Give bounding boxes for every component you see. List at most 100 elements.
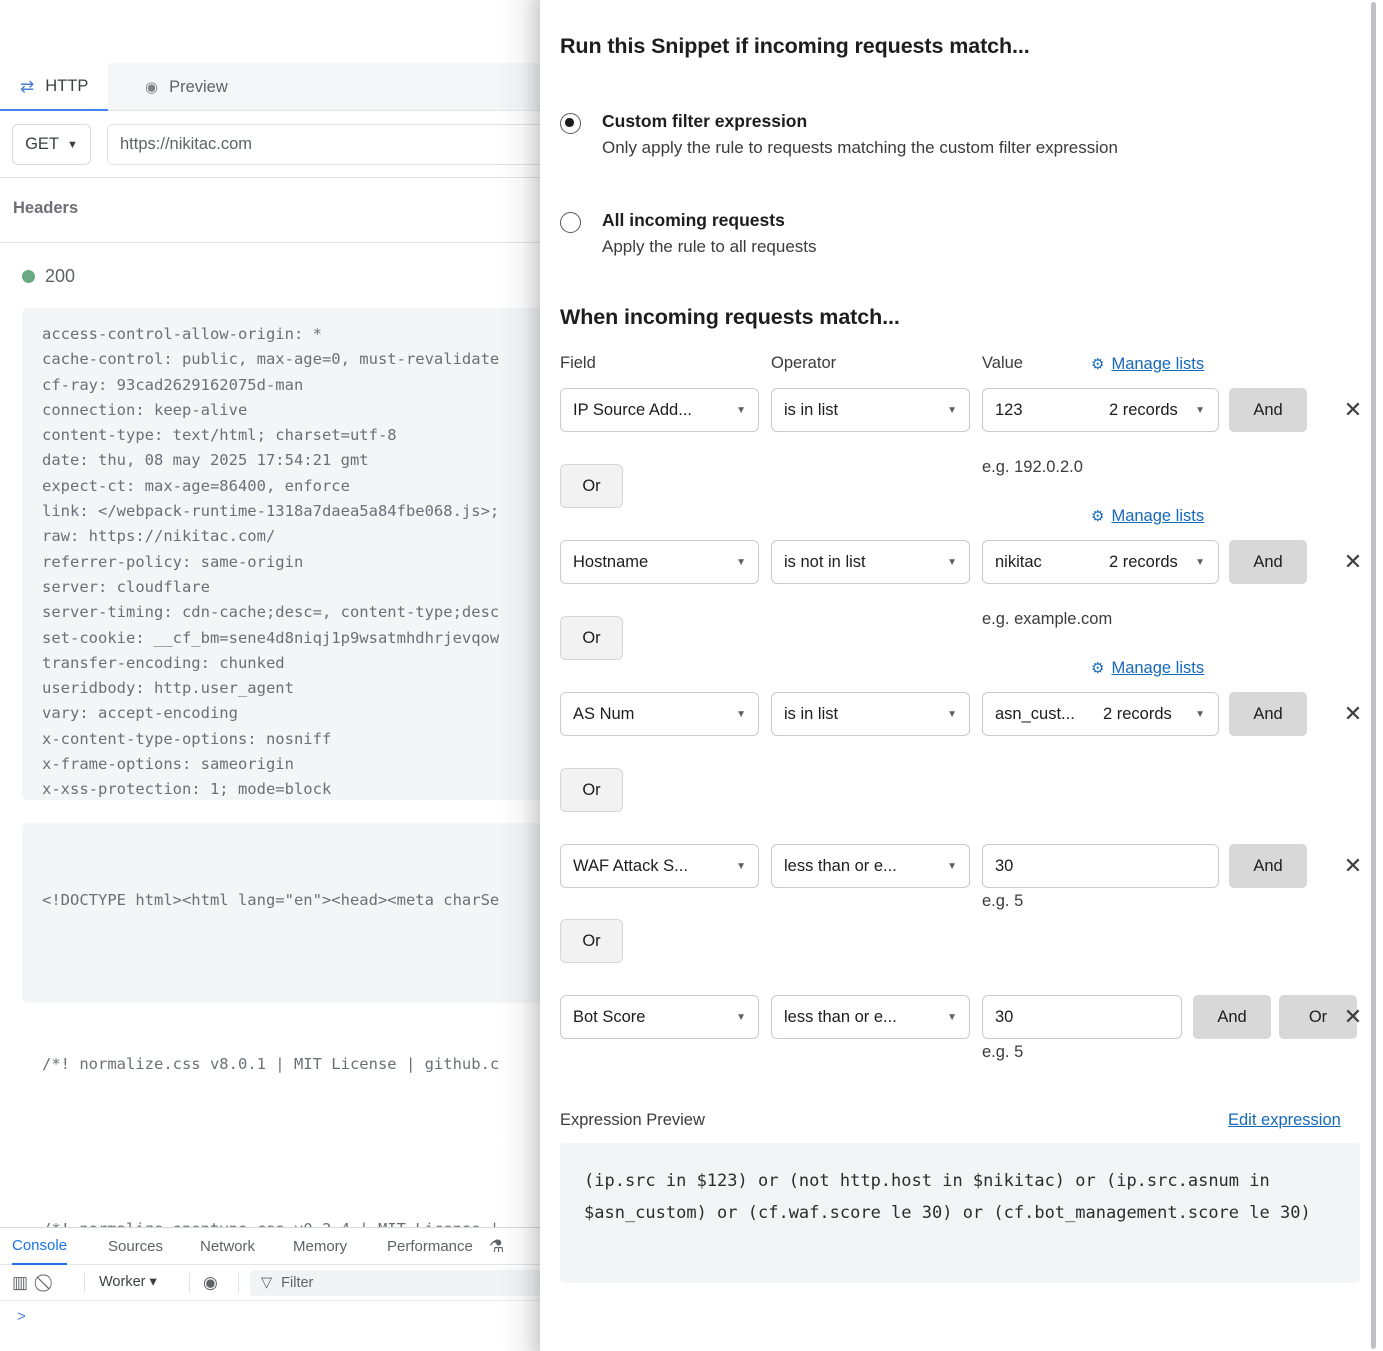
tab-preview-label: Preview bbox=[169, 77, 228, 96]
request-tabbar: ⇄ HTTP ◉ Preview bbox=[0, 63, 540, 111]
http-method-label: GET bbox=[25, 135, 60, 153]
operator-select[interactable]: less than or e... ▼ bbox=[771, 844, 970, 888]
field-select-value: Bot Score bbox=[573, 1007, 646, 1026]
console-filter-input[interactable]: ▽ Filter bbox=[250, 1270, 540, 1296]
field-select[interactable]: Hostname ▼ bbox=[560, 540, 759, 584]
operator-select-value: is not in list bbox=[784, 552, 866, 571]
value-list-select[interactable]: asn_cust... 2 records ▼ bbox=[982, 692, 1219, 736]
eye-icon: ◉ bbox=[145, 78, 159, 96]
or-button[interactable]: Or bbox=[560, 616, 623, 660]
chevron-down-icon: ▼ bbox=[736, 860, 746, 872]
close-x-icon[interactable]: ✕ bbox=[1343, 549, 1363, 574]
chevron-down-icon: ▼ bbox=[736, 556, 746, 568]
radio-icon-selected[interactable] bbox=[560, 113, 581, 134]
and-button[interactable]: And bbox=[1229, 540, 1307, 584]
close-x-icon[interactable]: ✕ bbox=[1343, 1004, 1363, 1029]
field-select[interactable]: WAF Attack S... ▼ bbox=[560, 844, 759, 888]
field-select[interactable]: IP Source Add... ▼ bbox=[560, 388, 759, 432]
show-console-sidebar-icon[interactable]: ▥ bbox=[12, 1273, 29, 1292]
response-status: 200 bbox=[22, 266, 75, 287]
value-hint: e.g. 192.0.2.0 bbox=[982, 458, 1083, 476]
status-code: 200 bbox=[45, 266, 76, 286]
operator-select[interactable]: less than or e... ▼ bbox=[771, 995, 970, 1039]
chevron-down-icon: ▼ bbox=[1195, 556, 1205, 568]
operator-select[interactable]: is not in list ▼ bbox=[771, 540, 970, 584]
column-header-field: Field bbox=[560, 354, 596, 372]
devtools-tab-sources[interactable]: Sources bbox=[108, 1238, 164, 1255]
section-title: When incoming requests match... bbox=[560, 305, 900, 329]
and-button[interactable]: And bbox=[1229, 692, 1307, 736]
url-input[interactable]: https://nikitac.com bbox=[107, 124, 540, 165]
radio-label: Custom filter expression bbox=[602, 111, 808, 131]
column-headers: Field Operator Value bbox=[560, 354, 1260, 376]
or-button[interactable]: Or bbox=[1279, 995, 1357, 1039]
operator-select[interactable]: is in list ▼ bbox=[771, 388, 970, 432]
close-x-icon[interactable]: ✕ bbox=[1343, 397, 1363, 422]
tab-preview[interactable]: ◉ Preview bbox=[125, 63, 248, 111]
close-x-icon[interactable]: ✕ bbox=[1343, 701, 1363, 726]
headers-section-header: Headers bbox=[0, 178, 540, 243]
devtools-tab-memory[interactable]: Memory bbox=[293, 1238, 348, 1255]
chevron-down-icon: ▼ bbox=[947, 708, 957, 720]
or-button[interactable]: Or bbox=[560, 768, 623, 812]
http-swap-icon: ⇄ bbox=[20, 76, 35, 96]
value-records: 2 records bbox=[1109, 552, 1178, 571]
operator-select-value: less than or e... bbox=[784, 1007, 897, 1026]
request-urlbar: GET ▼ https://nikitac.com bbox=[0, 111, 540, 178]
http-method-select[interactable]: GET ▼ bbox=[12, 124, 91, 165]
operator-select[interactable]: is in list ▼ bbox=[771, 692, 970, 736]
response-body-block: <!DOCTYPE html><html lang="en"><head><me… bbox=[22, 823, 540, 1238]
field-select-value: IP Source Add... bbox=[573, 400, 692, 419]
field-select-value: Hostname bbox=[573, 552, 649, 571]
body-line: /*! normalize.css v8.0.1 | MIT License |… bbox=[42, 1055, 500, 1074]
field-select-value: WAF Attack S... bbox=[573, 856, 688, 875]
value-input[interactable]: 30 bbox=[982, 844, 1219, 888]
radio-icon-unselected[interactable] bbox=[560, 212, 581, 233]
manage-lists-link[interactable]: ⚙ Manage lists bbox=[1091, 355, 1204, 374]
value-list-select[interactable]: nikitac 2 records ▼ bbox=[982, 540, 1219, 584]
or-button[interactable]: Or bbox=[560, 919, 623, 963]
console-context-select[interactable]: Worker ▾ bbox=[99, 1274, 157, 1290]
flask-icon: ⚗ bbox=[489, 1237, 505, 1256]
filter-icon: ▽ bbox=[261, 1275, 273, 1291]
field-select[interactable]: Bot Score ▼ bbox=[560, 995, 759, 1039]
devtools-tab-console[interactable]: Console bbox=[12, 1228, 68, 1265]
manage-lists-link[interactable]: ⚙ Manage lists bbox=[1091, 507, 1204, 526]
value-text: nikitac bbox=[995, 552, 1042, 571]
devtools-tab-network[interactable]: Network bbox=[200, 1238, 256, 1255]
radio-description: Apply the rule to all requests bbox=[602, 237, 817, 256]
url-input-value: https://nikitac.com bbox=[120, 135, 253, 153]
value-text: 30 bbox=[995, 856, 1014, 875]
value-list-select[interactable]: 123 2 records ▼ bbox=[982, 388, 1219, 432]
panel-scrollbar[interactable] bbox=[1371, 2, 1376, 1349]
value-text: 123 bbox=[995, 400, 1023, 419]
devtools-tab-performance[interactable]: Performance bbox=[387, 1238, 473, 1255]
value-input[interactable]: 30 bbox=[982, 995, 1182, 1039]
chevron-down-icon: ▼ bbox=[67, 138, 78, 151]
and-button[interactable]: And bbox=[1229, 844, 1307, 888]
operator-select-value: is in list bbox=[784, 704, 839, 723]
panel-title: Run this Snippet if incoming requests ma… bbox=[560, 34, 1030, 58]
gear-icon: ⚙ bbox=[1091, 508, 1105, 525]
headers-label: Headers bbox=[13, 199, 79, 217]
field-select[interactable]: AS Num ▼ bbox=[560, 692, 759, 736]
live-expression-eye-icon[interactable]: ◉ bbox=[203, 1273, 218, 1292]
background-app: ⇄ HTTP ◉ Preview GET ▼ https://nikitac.c… bbox=[0, 0, 540, 1351]
edit-expression-link[interactable]: Edit expression bbox=[1228, 1111, 1341, 1129]
close-x-icon[interactable]: ✕ bbox=[1343, 853, 1363, 878]
body-spacer bbox=[42, 963, 540, 1001]
tab-http-label: HTTP bbox=[45, 76, 89, 95]
gear-icon: ⚙ bbox=[1091, 356, 1105, 373]
expression-preview-box: (ip.src in $123) or (not http.host in $n… bbox=[560, 1143, 1360, 1283]
or-button[interactable]: Or bbox=[560, 464, 623, 508]
and-button[interactable]: And bbox=[1229, 388, 1307, 432]
column-header-value: Value bbox=[982, 354, 1023, 372]
console-prompt[interactable]: > bbox=[17, 1308, 26, 1325]
manage-lists-link[interactable]: ⚙ Manage lists bbox=[1091, 659, 1204, 678]
manage-lists-label: Manage lists bbox=[1111, 659, 1205, 677]
value-text: 30 bbox=[995, 1007, 1014, 1026]
and-button[interactable]: And bbox=[1193, 995, 1271, 1039]
status-dot-icon bbox=[22, 270, 35, 283]
chevron-down-icon: ▼ bbox=[736, 404, 746, 416]
tab-http[interactable]: ⇄ HTTP bbox=[0, 63, 109, 111]
